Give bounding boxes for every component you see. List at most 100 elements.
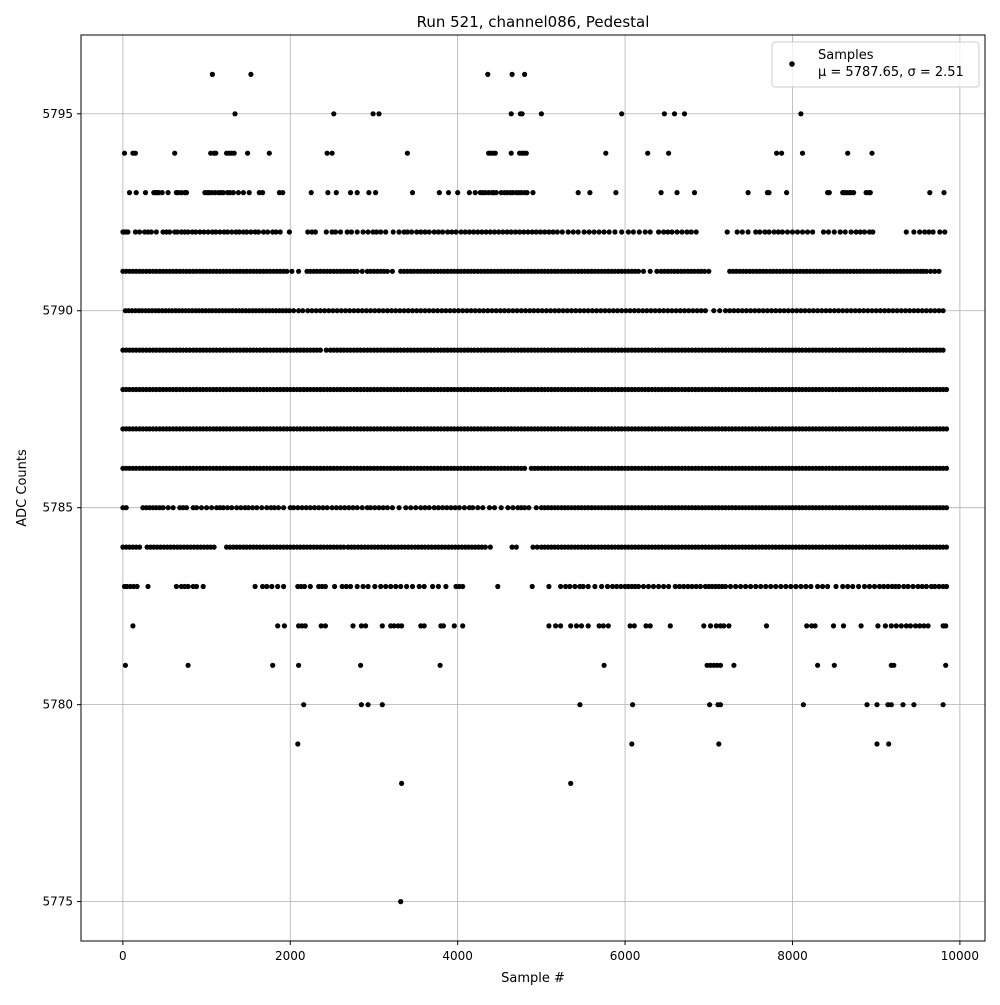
- data-point: [926, 229, 932, 235]
- data-point: [601, 229, 607, 235]
- data-point: [197, 229, 203, 235]
- data-point: [771, 229, 777, 235]
- data-point: [666, 150, 672, 156]
- data-point: [572, 583, 578, 590]
- data-point: [275, 623, 281, 629]
- data-point: [613, 190, 619, 196]
- data-point: [888, 702, 894, 708]
- data-point: [568, 308, 575, 314]
- data-point: [308, 190, 314, 196]
- data-point: [902, 308, 909, 314]
- data-point: [577, 702, 583, 708]
- data-point: [307, 583, 313, 590]
- data-point: [250, 505, 256, 511]
- data-point: [922, 229, 928, 235]
- data-point: [273, 229, 279, 235]
- data-point: [289, 268, 295, 274]
- data-point: [568, 623, 574, 629]
- data-point: [487, 544, 493, 550]
- data-point: [418, 308, 424, 314]
- data-point: [523, 150, 529, 156]
- data-point: [409, 308, 416, 314]
- data-point: [565, 229, 571, 235]
- y-tick-label: 5785: [42, 501, 73, 515]
- data-point: [756, 308, 762, 314]
- data-point: [642, 229, 648, 235]
- data-point: [200, 583, 206, 590]
- data-point: [376, 308, 382, 314]
- data-point: [739, 229, 745, 235]
- data-point: [815, 662, 821, 668]
- data-point: [421, 583, 427, 590]
- data-point: [734, 229, 740, 235]
- data-point: [932, 268, 938, 274]
- data-point: [685, 583, 691, 590]
- legend-box: [771, 41, 980, 88]
- data-point: [840, 623, 847, 629]
- data-point: [344, 229, 350, 235]
- data-point: [778, 583, 784, 590]
- data-point: [368, 308, 374, 314]
- data-point: [666, 583, 672, 590]
- data-point: [130, 623, 136, 629]
- data-point: [229, 505, 235, 511]
- data-point: [447, 308, 453, 314]
- data-point: [726, 623, 732, 629]
- data-point: [602, 308, 608, 314]
- data-point: [679, 229, 685, 235]
- data-point: [788, 583, 794, 590]
- data-point: [521, 229, 527, 235]
- data-point: [254, 505, 260, 511]
- data-point: [354, 268, 360, 274]
- legend: Samples μ = 5787.65, σ = 2.51: [771, 41, 980, 88]
- data-point: [635, 308, 642, 314]
- data-point: [701, 623, 707, 629]
- data-point: [614, 583, 620, 590]
- data-point: [185, 229, 191, 235]
- legend-stats: μ = 5787.65, σ = 2.51: [818, 65, 964, 80]
- data-point: [323, 347, 329, 353]
- data-point: [943, 505, 950, 511]
- data-point: [530, 190, 536, 196]
- data-point: [840, 308, 846, 314]
- data-point: [763, 583, 769, 590]
- data-point: [681, 111, 688, 117]
- data-point: [927, 190, 933, 196]
- data-point: [575, 229, 581, 235]
- data-point: [522, 465, 528, 471]
- data-point: [259, 505, 265, 511]
- data-point: [647, 229, 653, 235]
- data-point: [204, 505, 210, 511]
- data-point: [281, 623, 287, 629]
- data-point: [876, 583, 883, 590]
- data-point: [552, 308, 558, 314]
- data-point: [359, 308, 365, 314]
- data-point: [758, 583, 764, 590]
- data-point: [448, 505, 454, 511]
- data-point: [530, 544, 536, 550]
- data-point: [476, 308, 482, 314]
- y-axis-label: ADC Counts: [15, 449, 30, 527]
- data-point: [332, 229, 339, 235]
- data-point: [940, 347, 946, 353]
- data-point: [529, 229, 535, 235]
- data-point: [485, 308, 491, 314]
- data-point: [514, 308, 520, 314]
- data-point: [799, 229, 806, 235]
- data-point: [481, 308, 487, 314]
- data-point: [431, 505, 437, 511]
- data-point: [936, 308, 942, 314]
- data-point: [627, 623, 633, 629]
- data-point: [483, 229, 489, 235]
- data-point: [840, 583, 846, 590]
- data-point: [706, 268, 712, 274]
- data-point: [748, 583, 754, 590]
- data-point: [368, 505, 374, 511]
- data-point: [405, 308, 411, 314]
- data-point: [804, 623, 810, 629]
- data-point: [585, 583, 591, 590]
- data-point: [777, 308, 783, 314]
- data-point: [831, 662, 837, 668]
- data-point: [348, 229, 354, 235]
